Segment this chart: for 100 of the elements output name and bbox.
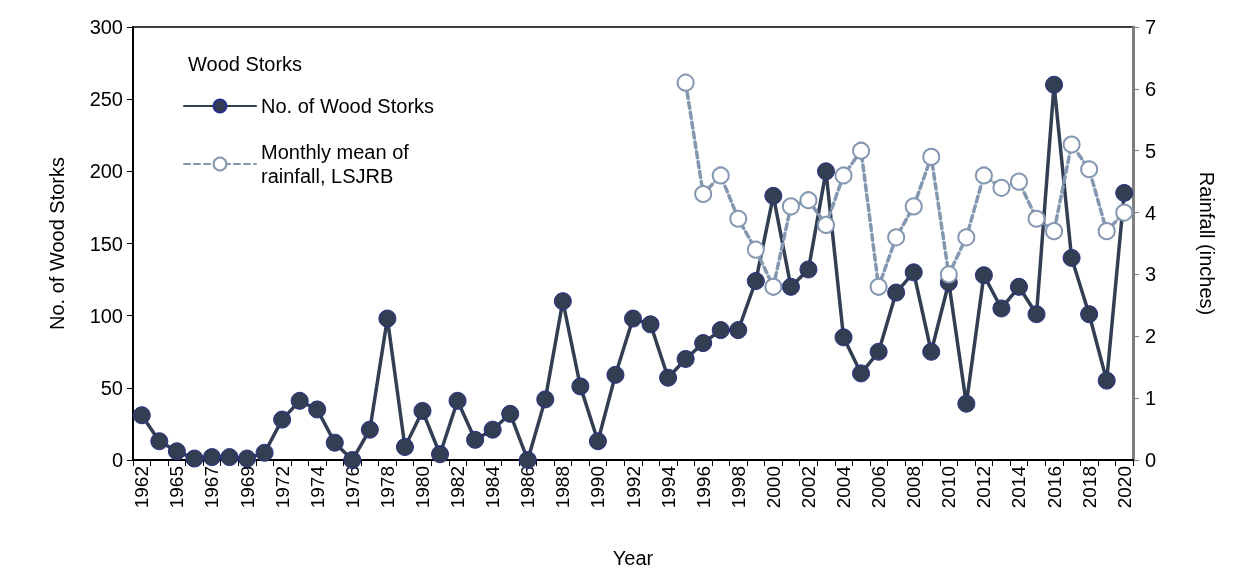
x-tick-label: 1984	[482, 465, 504, 509]
y-tick-label: 50	[100, 376, 123, 399]
point	[255, 443, 274, 462]
point	[395, 438, 414, 457]
point	[764, 277, 783, 296]
point	[922, 342, 941, 361]
legend-label: No. of Wood Storks	[261, 95, 435, 117]
y2-tick-label: 4	[1145, 201, 1157, 224]
point	[536, 390, 555, 409]
point	[483, 420, 502, 439]
point	[343, 451, 362, 469]
point	[238, 449, 257, 468]
point	[781, 197, 800, 216]
point	[904, 197, 923, 216]
point	[1027, 305, 1046, 324]
point	[167, 442, 186, 461]
x-tick-label: 1982	[447, 466, 469, 509]
x-tick-label: 2000	[762, 466, 784, 509]
point	[518, 451, 537, 469]
point	[360, 420, 379, 439]
point	[290, 391, 309, 410]
point	[852, 364, 871, 383]
point	[378, 309, 397, 328]
point	[974, 266, 993, 285]
y2-tick-label: 1	[1145, 387, 1157, 410]
point	[1097, 371, 1116, 390]
point	[1045, 75, 1064, 94]
y2-tick-label: 7	[1145, 16, 1157, 38]
point	[1009, 277, 1028, 296]
x-tick-label: 1996	[692, 466, 714, 509]
x-tick-label: 2020	[1113, 466, 1135, 509]
point	[817, 162, 835, 181]
point	[694, 185, 713, 204]
x-tick-label: 1994	[657, 465, 679, 509]
y2-tick-label: 2	[1145, 325, 1157, 348]
x-axis-title: Year	[612, 547, 654, 569]
point	[1115, 183, 1134, 202]
point	[1115, 203, 1134, 222]
point	[606, 365, 625, 384]
y2-tick-label: 6	[1145, 77, 1157, 100]
y-axis-title: No. of Wood Storks	[46, 156, 68, 331]
point	[132, 406, 151, 425]
x-tick-label: 1986	[517, 466, 539, 509]
point	[992, 299, 1011, 318]
point	[957, 228, 976, 247]
point	[641, 315, 660, 334]
x-tick-label: 2006	[868, 466, 890, 509]
x-tick-label: 1969	[236, 466, 258, 509]
point	[1027, 209, 1046, 228]
point	[887, 228, 906, 247]
x-tick-label: 2018	[1078, 466, 1100, 509]
point	[974, 166, 993, 185]
y-tick-label: 200	[89, 160, 123, 183]
point	[834, 328, 853, 347]
point	[869, 342, 888, 361]
point	[676, 73, 695, 92]
y-tick-label: 300	[89, 16, 123, 38]
point	[992, 178, 1011, 197]
point	[553, 292, 572, 311]
point	[501, 404, 520, 423]
x-tick-label: 1972	[271, 466, 293, 509]
point	[571, 377, 590, 396]
y2-tick-label: 0	[1145, 449, 1157, 471]
point	[694, 334, 713, 353]
x-tick-label: 1980	[411, 466, 433, 509]
point	[325, 433, 344, 452]
x-tick-label: 1962	[131, 466, 153, 509]
x-tick-label: 2008	[903, 466, 925, 509]
point	[1062, 135, 1081, 154]
x-tick-label: 2012	[973, 466, 995, 509]
point	[1009, 172, 1028, 191]
point	[308, 400, 327, 419]
point	[431, 445, 450, 464]
point	[1062, 248, 1081, 267]
point	[746, 240, 765, 259]
x-tick-label: 1988	[552, 466, 574, 509]
point	[624, 309, 642, 328]
point	[746, 272, 765, 291]
point	[904, 263, 923, 282]
point	[448, 391, 467, 410]
x-tick-label: 2004	[833, 465, 855, 509]
point	[1097, 222, 1116, 241]
point	[887, 283, 906, 302]
point	[922, 147, 941, 166]
x-tick-label: 2010	[938, 466, 960, 509]
x-tick-label: 1978	[376, 466, 398, 509]
legend-label: Monthly mean of rainfall, LSJRB	[261, 141, 415, 187]
point	[852, 141, 871, 160]
y2-tick-label: 3	[1145, 263, 1157, 286]
x-tick-label: 1965	[166, 466, 188, 509]
y-tick-label: 100	[89, 304, 123, 327]
x-tick-label: 1974	[306, 465, 328, 509]
x-tick-label: 1992	[622, 466, 644, 509]
y2-axis-title: Rainfall (inches)	[1196, 171, 1218, 316]
point	[764, 186, 783, 205]
point	[588, 432, 607, 451]
point	[729, 321, 748, 340]
point	[939, 265, 958, 284]
point	[799, 260, 818, 279]
x-tick-label: 2016	[1043, 466, 1065, 509]
